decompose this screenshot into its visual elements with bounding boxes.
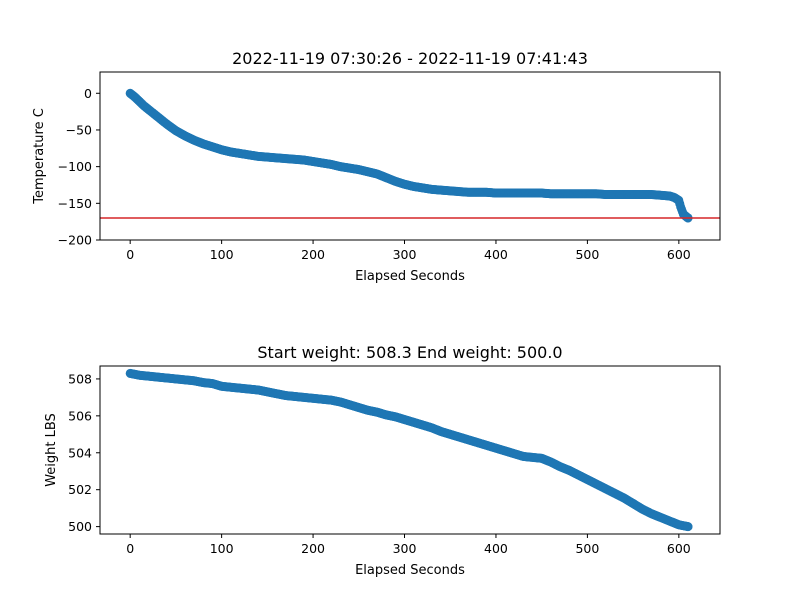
temperature-x-tick-label: 400 bbox=[484, 247, 508, 262]
weight-y-tick-label: 502 bbox=[68, 482, 92, 497]
temperature-x-tick-label: 600 bbox=[667, 247, 691, 262]
temperature-y-tick-label: 0 bbox=[84, 86, 92, 101]
temperature-y-tick-label: −100 bbox=[58, 159, 92, 174]
temperature-x-tick-label: 300 bbox=[393, 247, 417, 262]
temperature-plot-frame bbox=[99, 71, 721, 241]
temperature-points bbox=[125, 88, 693, 223]
temperature-x-axis-label: Elapsed Seconds bbox=[355, 269, 465, 284]
weight-points bbox=[125, 368, 693, 532]
temperature-chart-title: 2022-11-19 07:30:26 - 2022-11-19 07:41:4… bbox=[232, 49, 588, 68]
temperature-x-tick-label: 100 bbox=[210, 247, 234, 262]
weight-x-tick-label: 600 bbox=[667, 541, 691, 556]
weight-chart-title: Start weight: 508.3 End weight: 500.0 bbox=[257, 343, 562, 362]
weight-subplot: Start weight: 508.3 End weight: 500.0 0 1… bbox=[44, 343, 721, 578]
weight-x-axis-label: Elapsed Seconds bbox=[355, 563, 465, 578]
weight-data-point bbox=[683, 522, 693, 532]
weight-x-tick-label: 400 bbox=[484, 541, 508, 556]
temperature-y-tick-label: −50 bbox=[66, 122, 92, 137]
weight-y-ticks: 500 502 504 506 508 bbox=[68, 371, 100, 534]
weight-x-tick-label: 200 bbox=[301, 541, 325, 556]
weight-plot-frame bbox=[99, 365, 721, 535]
temperature-y-tick-label: −200 bbox=[58, 233, 92, 248]
weight-y-tick-label: 506 bbox=[68, 408, 92, 423]
weight-x-ticks: 0 100 200 300 400 500 600 bbox=[126, 534, 691, 556]
temperature-x-tick-label: 200 bbox=[301, 247, 325, 262]
temperature-y-axis-label: Temperature C bbox=[32, 108, 47, 205]
temperature-y-ticks: 0 −50 −100 −150 −200 bbox=[58, 86, 100, 248]
temperature-y-tick-label: −150 bbox=[58, 196, 92, 211]
weight-x-tick-label: 500 bbox=[575, 541, 599, 556]
temperature-x-tick-label: 0 bbox=[126, 247, 134, 262]
temperature-x-ticks: 0 100 200 300 400 500 600 bbox=[126, 240, 691, 262]
temperature-subplot: 2022-11-19 07:30:26 - 2022-11-19 07:41:4… bbox=[32, 49, 721, 284]
weight-y-tick-label: 508 bbox=[68, 371, 92, 386]
weight-y-tick-label: 500 bbox=[68, 519, 92, 534]
weight-y-tick-label: 504 bbox=[68, 445, 92, 460]
weight-x-tick-label: 0 bbox=[126, 541, 134, 556]
temperature-x-tick-label: 500 bbox=[575, 247, 599, 262]
weight-y-axis-label: Weight LBS bbox=[44, 413, 59, 487]
weight-x-tick-label: 300 bbox=[393, 541, 417, 556]
weight-x-tick-label: 100 bbox=[210, 541, 234, 556]
